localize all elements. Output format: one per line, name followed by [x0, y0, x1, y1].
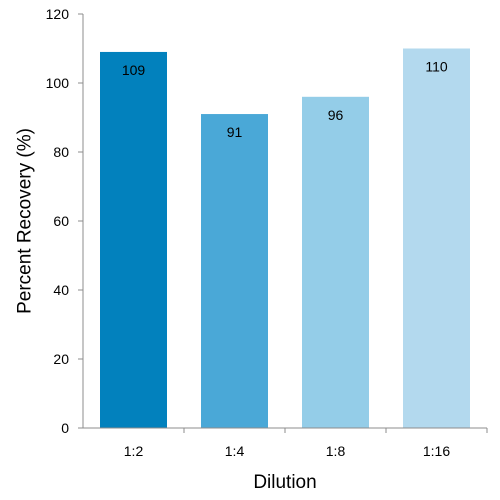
bar-1-2: [100, 51, 167, 428]
y-tick-label: 0: [61, 420, 69, 436]
bars: [100, 48, 470, 429]
y-tick-label: 60: [53, 213, 69, 229]
y-axis-title: Percent Recovery (%): [15, 128, 36, 314]
bar-value-label: 110: [425, 59, 448, 75]
x-axis-title: Dilution: [253, 472, 316, 493]
y-tick-label: 120: [46, 6, 70, 22]
bar-1-4: [201, 114, 268, 429]
bar-1-16: [403, 48, 470, 428]
y-axis-ticks: 0 20 40 60 80 100 120: [46, 6, 83, 436]
x-tick-label: 1:16: [423, 443, 450, 459]
bar-value-label: 109: [122, 62, 146, 78]
bar-1-8: [302, 96, 369, 429]
x-axis-ticks: 1:2 1:4 1:8 1:16: [124, 428, 488, 459]
data-labels: 109 91 96 110: [122, 59, 448, 141]
x-tick-label: 1:4: [225, 443, 245, 459]
y-tick-label: 20: [53, 351, 69, 367]
x-tick-label: 1:2: [124, 443, 144, 459]
bar-value-label: 96: [328, 107, 344, 123]
bar-value-label: 91: [227, 124, 243, 140]
y-tick-label: 40: [53, 282, 69, 298]
y-tick-label: 80: [53, 144, 69, 160]
y-tick-label: 100: [46, 75, 70, 91]
x-tick-label: 1:8: [326, 443, 346, 459]
